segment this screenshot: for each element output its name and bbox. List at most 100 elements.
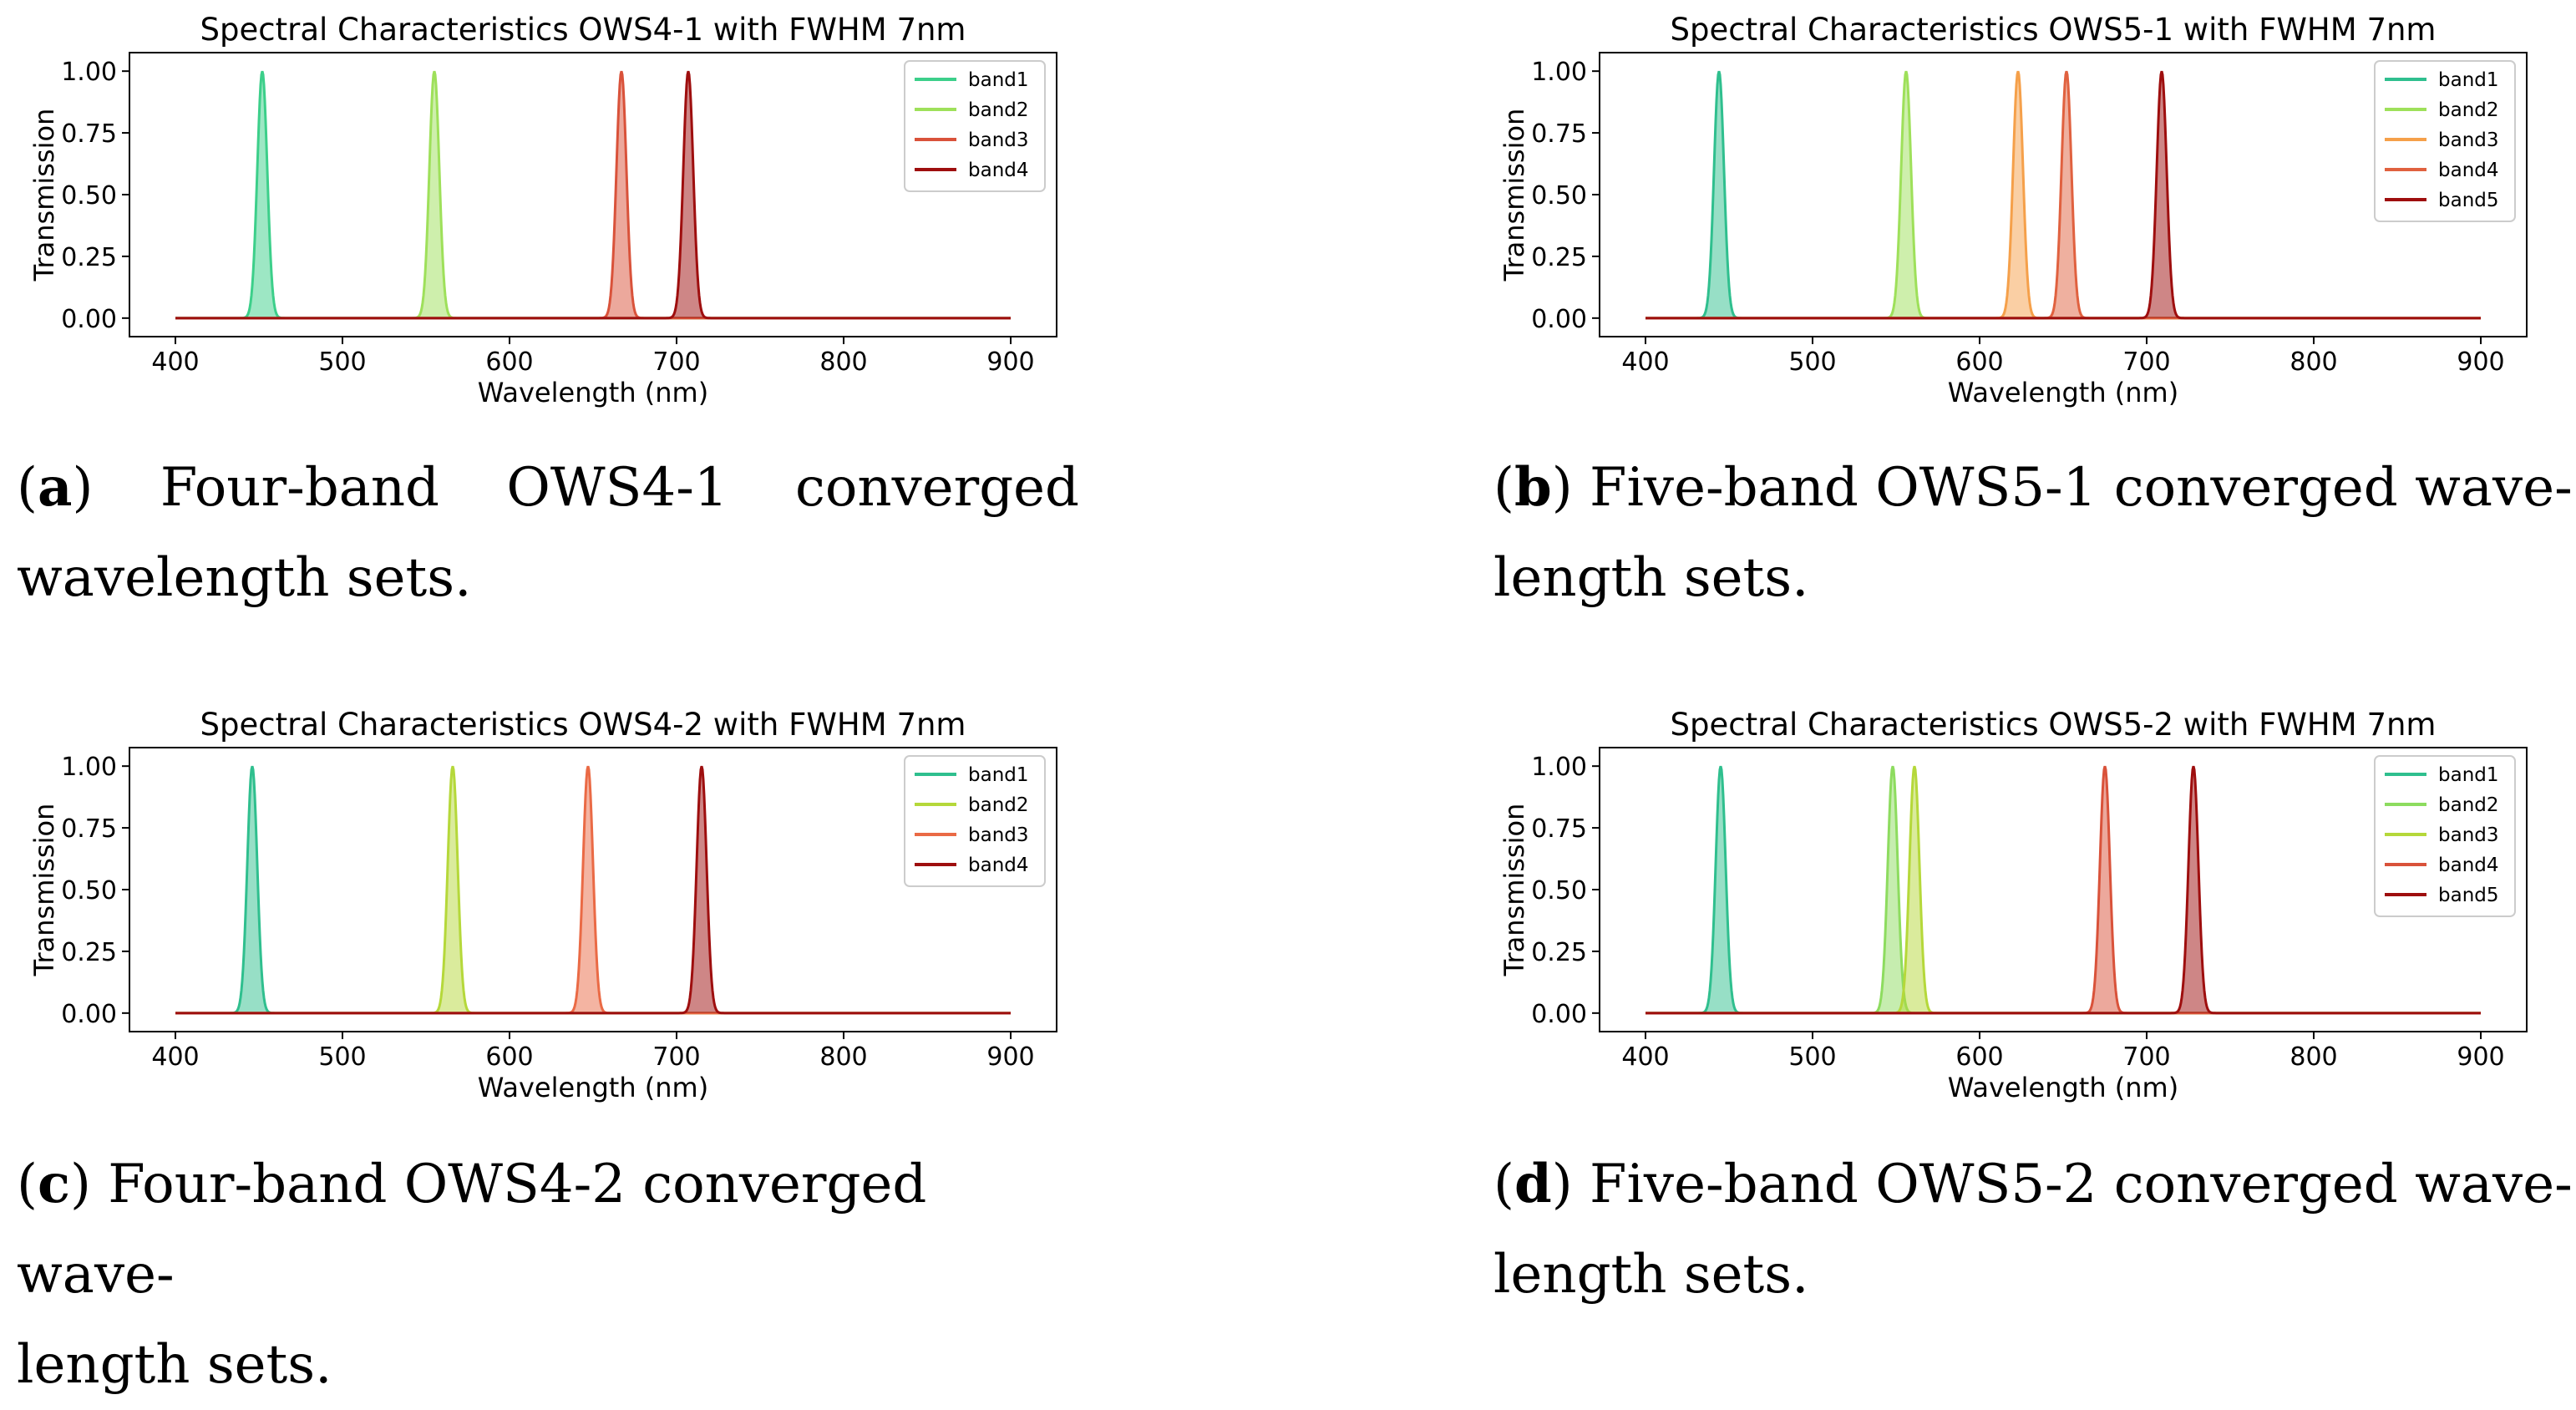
x-tick-label-c-900: 900	[986, 1042, 1034, 1072]
legend-label-c-band2: band2	[968, 794, 1029, 816]
y-tick-label-d-0.75: 0.75	[1531, 814, 1587, 844]
y-tick-label-d-1.00: 1.00	[1531, 753, 1587, 782]
band-line-a-band3	[175, 70, 1011, 320]
y-tick-label-b-0.25: 0.25	[1531, 243, 1587, 272]
band-fill-b-band1	[1694, 71, 1744, 318]
x-axis-label-a: Wavelength (nm)	[478, 377, 708, 408]
legend-d	[2374, 755, 2516, 917]
chart-title-b: Spectral Characteristics OWS5-1 with FWH…	[1671, 12, 2437, 48]
caption-a-line1-row: (a) Four-band OWS4-1 converged	[17, 456, 1079, 519]
y-axis-label-c: Transmission	[28, 804, 60, 977]
caption-c-line2: length sets.	[17, 1334, 332, 1396]
y-tick-label-d-0.50: 0.50	[1531, 876, 1587, 905]
y-tick-label-a-0.00: 0.00	[61, 305, 117, 334]
y-tick-label-c-0.25: 0.25	[61, 938, 117, 967]
caption-b-letter: b	[1514, 456, 1552, 519]
legend-label-b-band5: band5	[2438, 190, 2499, 211]
x-tick-label-d-500: 500	[1788, 1042, 1836, 1072]
y-tick-label-d-0.00: 0.00	[1531, 1000, 1587, 1029]
caption-b-line1: Five-band OWS5-1 converged wave-	[1590, 457, 2573, 519]
legend-label-b-band2: band2	[2438, 99, 2499, 121]
x-tick-label-d-900: 900	[2457, 1042, 2504, 1072]
y-tick-label-a-1.00: 1.00	[61, 58, 117, 87]
figure-panel-a: Spectral Characteristics OWS4-1 with FWH…	[0, 0, 1103, 409]
y-tick-label-a-0.75: 0.75	[61, 119, 117, 149]
legend-label-d-band5: band5	[2438, 885, 2499, 906]
legend-label-a-band2: band2	[968, 99, 1029, 121]
caption-b: (b) Five-band OWS5-1 converged wave- len…	[1493, 443, 2576, 623]
y-axis-label-a: Transmission	[28, 109, 60, 282]
legend-label-a-band3: band3	[968, 129, 1029, 151]
band-fill-c-band3	[563, 766, 613, 1013]
legend-label-b-band1: band1	[2438, 69, 2499, 91]
caption-a-line1: Four-band OWS4-1 converged	[160, 457, 1079, 519]
x-tick-label-c-700: 700	[652, 1042, 700, 1072]
y-tick-label-d-0.25: 0.25	[1531, 938, 1587, 967]
caption-c: (c) Four-band OWS4-2 converged wave- len…	[17, 1139, 1099, 1410]
figure-panel-c: Spectral Characteristics OWS4-2 with FWH…	[0, 695, 1103, 1104]
band-fill-d-band2	[1868, 766, 1918, 1013]
figure-panel-d: Spectral Characteristics OWS5-2 with FWH…	[1470, 695, 2573, 1104]
x-tick-label-b-700: 700	[2122, 347, 2170, 377]
band-line-d-band5	[1645, 765, 2481, 1015]
x-tick-label-b-800: 800	[2289, 347, 2337, 377]
x-tick-label-b-900: 900	[2457, 347, 2504, 377]
band-fill-b-band4	[2041, 71, 2092, 318]
y-tick-label-a-0.25: 0.25	[61, 243, 117, 272]
legend-label-a-band1: band1	[968, 69, 1029, 91]
x-tick-label-b-500: 500	[1788, 347, 1836, 377]
legend-label-d-band4: band4	[2438, 855, 2499, 876]
band-fill-a-band2	[409, 71, 459, 318]
legend-label-b-band3: band3	[2438, 129, 2499, 151]
caption-a-line2: wavelength sets.	[17, 547, 472, 609]
y-axis-label-b: Transmission	[1498, 109, 1530, 282]
x-tick-label-b-600: 600	[1955, 347, 2003, 377]
band-fill-c-band1	[227, 766, 277, 1013]
y-axis-label-d: Transmission	[1498, 804, 1530, 977]
x-tick-label-a-500: 500	[318, 347, 366, 377]
band-fill-c-band4	[677, 766, 727, 1013]
band-line-c-band4	[175, 765, 1011, 1015]
legend-label-b-band4: band4	[2438, 160, 2499, 181]
band-line-b-band5	[1645, 70, 2481, 320]
band-line-a-band4	[175, 70, 1011, 320]
spectral-chart-b: Spectral Characteristics OWS5-1 with FWH…	[1498, 12, 2528, 408]
band-fill-d-band1	[1696, 766, 1746, 1013]
band-fill-b-band2	[1881, 71, 1931, 318]
legend-b	[2374, 60, 2516, 222]
caption-d-line2: length sets.	[1493, 1244, 1809, 1306]
caption-d-letter: d	[1514, 1153, 1552, 1215]
legend-label-d-band2: band2	[2438, 794, 2499, 816]
x-tick-label-a-900: 900	[986, 347, 1034, 377]
y-tick-label-b-0.50: 0.50	[1531, 181, 1587, 210]
caption-c-line1-row: (c) Four-band OWS4-2 converged wave-	[17, 1153, 927, 1306]
caption-a: (a) Four-band OWS4-1 converged wavelengt…	[17, 443, 1079, 623]
caption-c-letter: c	[37, 1153, 70, 1215]
band-fill-b-band3	[1993, 71, 2043, 318]
y-tick-label-c-1.00: 1.00	[61, 753, 117, 782]
caption-b-line2: length sets.	[1493, 547, 1809, 609]
legend-label-c-band1: band1	[968, 764, 1029, 786]
legend-a	[904, 60, 1046, 192]
y-tick-label-b-0.75: 0.75	[1531, 119, 1587, 149]
x-tick-label-d-600: 600	[1955, 1042, 2003, 1072]
y-tick-label-c-0.75: 0.75	[61, 814, 117, 844]
band-fill-c-band2	[428, 766, 478, 1013]
band-fill-a-band3	[596, 71, 647, 318]
x-tick-label-b-400: 400	[1621, 347, 1669, 377]
x-tick-label-c-600: 600	[485, 1042, 533, 1072]
caption-b-line1-row: (b) Five-band OWS5-1 converged wave-	[1493, 456, 2573, 519]
chart-title-d: Spectral Characteristics OWS5-2 with FWH…	[1671, 707, 2437, 743]
legend-label-c-band3: band3	[968, 824, 1029, 846]
caption-a-letter: a	[37, 456, 73, 519]
x-tick-label-d-400: 400	[1621, 1042, 1669, 1072]
x-axis-label-c: Wavelength (nm)	[478, 1072, 708, 1103]
band-line-a-band1	[175, 70, 1011, 320]
x-axis-label-d: Wavelength (nm)	[1948, 1072, 2178, 1103]
band-line-d-band1	[1645, 765, 2481, 1015]
caption-d: (d) Five-band OWS5-2 converged wave- len…	[1493, 1139, 2576, 1320]
caption-d-line1-row: (d) Five-band OWS5-2 converged wave-	[1493, 1153, 2573, 1215]
chart-title-a: Spectral Characteristics OWS4-1 with FWH…	[200, 12, 966, 48]
legend-label-c-band4: band4	[968, 855, 1029, 876]
x-tick-label-c-400: 400	[151, 1042, 199, 1072]
